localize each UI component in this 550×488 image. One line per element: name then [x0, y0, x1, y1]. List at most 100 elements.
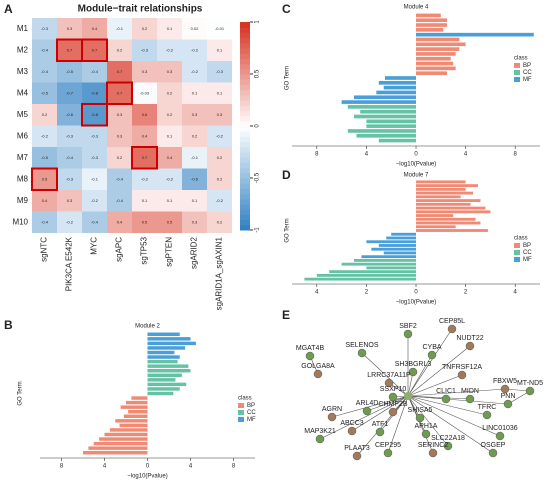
colorbar-step: [240, 214, 250, 221]
node: [457, 370, 467, 380]
colorbar-step: [240, 193, 250, 200]
legend-title: class: [514, 236, 528, 242]
heatmap-cell: [132, 168, 157, 190]
cell-label: -0.2: [66, 219, 74, 224]
colorbar-step: [240, 79, 250, 85]
legend-label: BP: [523, 243, 531, 249]
go-bar: [304, 277, 416, 281]
heatmap-cell: [182, 82, 207, 104]
go-bar: [123, 414, 148, 419]
cell-label: 0.1: [142, 198, 148, 203]
go-bar: [128, 409, 148, 414]
heatmap-cell: [132, 190, 157, 212]
heatmap-cell: [132, 104, 157, 126]
edge: [407, 395, 434, 454]
cell-label: -0.2: [41, 133, 49, 138]
heatmap-cell: [82, 82, 107, 104]
x-tick-label: 0: [414, 152, 418, 158]
node: [327, 412, 337, 422]
node: [421, 429, 431, 439]
legend-swatch: [238, 417, 244, 422]
heatmap-cell: [157, 104, 182, 126]
node-label: CEP295: [375, 442, 401, 449]
go-bar: [147, 378, 176, 382]
edge: [407, 395, 501, 437]
colorbar-step: [240, 32, 250, 39]
go-bar: [341, 100, 416, 104]
heatmap-cell: [107, 125, 132, 147]
cell-label: -0.5: [41, 90, 49, 95]
go-bar: [378, 138, 416, 143]
x-tick-label: 4: [189, 464, 193, 470]
heatmap-cell: [107, 168, 132, 190]
go-bar: [347, 105, 416, 109]
column-label: sgARID1A_sgAXIN1: [215, 236, 224, 310]
node: [465, 341, 475, 351]
legend-swatch: [514, 250, 520, 255]
x-tick-label: 0: [146, 464, 150, 470]
colorbar-step: [240, 68, 250, 75]
heatmap-cell: [57, 168, 82, 190]
x-tick-label: 2: [464, 290, 468, 296]
node: [357, 348, 367, 358]
heatmap-cell: [207, 168, 232, 190]
heatmap-cell: [107, 190, 132, 212]
cell-label: -0.3: [91, 133, 99, 138]
node-label: PLAAT3: [344, 445, 370, 452]
node-label: SH3BGRL3: [395, 361, 432, 368]
heatmap-cell: [132, 39, 157, 61]
colorbar-step: [240, 146, 250, 153]
legend-title: class: [238, 396, 252, 402]
go-bar: [416, 32, 534, 37]
go-bar: [391, 232, 416, 236]
heatmap-cell: [207, 211, 232, 233]
colorbar-step: [240, 115, 250, 122]
node: [347, 426, 357, 436]
node: [500, 384, 510, 394]
cell-label: 0.3: [167, 69, 173, 74]
x-axis-label: −log10(Pvalue): [396, 300, 437, 306]
column-label: sgPTEN: [165, 237, 174, 267]
node-label: NUDT22: [456, 335, 483, 342]
node-label: PNN: [501, 393, 516, 400]
colorbar-step: [240, 162, 250, 169]
colorbar-step: [240, 188, 250, 195]
go-bar: [115, 419, 148, 423]
go-bar: [416, 28, 444, 32]
colorbar-step: [240, 22, 250, 28]
legend-swatch: [514, 243, 520, 248]
colorbar-step: [240, 74, 250, 80]
node: [443, 441, 453, 451]
legend-label: CC: [247, 410, 256, 416]
node: [482, 410, 492, 420]
go-bar: [147, 359, 178, 364]
heatmap-cell: [107, 39, 132, 61]
edge: [407, 374, 463, 397]
row-label: M2: [17, 45, 29, 54]
node-label: SELENOS: [345, 342, 378, 349]
heatmap-cell: [157, 211, 182, 233]
heatmap-cell: [57, 190, 82, 212]
x-axis-label: −log10(Pvalue): [127, 474, 168, 480]
colorbar-step: [240, 152, 250, 158]
go-bar: [147, 382, 187, 387]
cell-label: -0.3: [216, 69, 224, 74]
x-tick-label: 8: [60, 464, 64, 470]
edge: [507, 390, 531, 405]
panel-letter: C: [282, 2, 291, 16]
colorbar-step: [240, 42, 250, 49]
go-bar: [416, 214, 454, 217]
colorbar-step: [240, 105, 250, 111]
legend-swatch: [514, 77, 520, 82]
heatmap-cell: [32, 104, 57, 126]
edge: [361, 352, 409, 397]
legend-label: CC: [523, 250, 532, 256]
heatmap-cell: [157, 39, 182, 61]
cell-label: -0.3: [141, 47, 149, 52]
cell-label: -0.2: [191, 69, 199, 74]
cell-label: 0.3: [217, 112, 223, 117]
heatmap-cell: [82, 61, 107, 83]
heatmap-cell: [57, 125, 82, 147]
heatmap-cell: [82, 39, 107, 61]
